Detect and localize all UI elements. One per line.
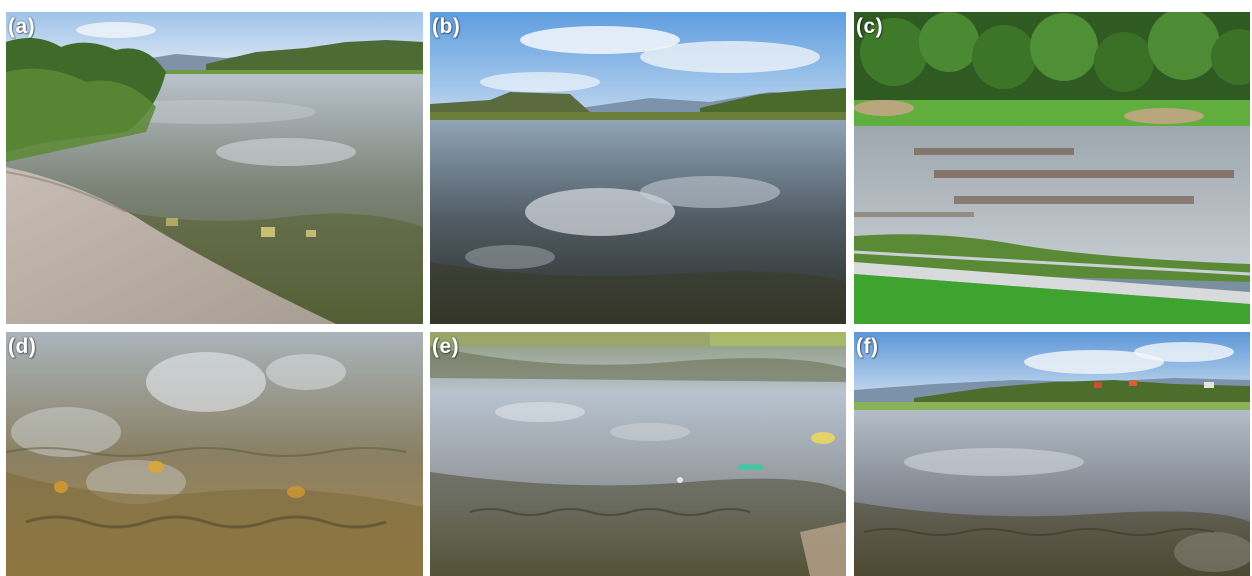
panel-c-illustration xyxy=(854,12,1250,324)
panel-b-illustration xyxy=(430,12,846,324)
panel-e-illustration xyxy=(430,332,846,576)
panel-c-photo: (c) xyxy=(854,12,1250,324)
panel-label: (c) xyxy=(856,15,884,38)
panel-label: (f) xyxy=(856,335,879,358)
panel-label: (e) xyxy=(432,335,460,358)
panel-label: (d) xyxy=(8,335,37,358)
panel-a-photo: (a) xyxy=(6,12,423,324)
panel-b-photo: (b) xyxy=(430,12,846,324)
panel-d-illustration xyxy=(6,332,423,576)
panel-e-photo: (e) xyxy=(430,332,846,576)
panel-a-illustration xyxy=(6,12,423,324)
panel-label: (a) xyxy=(8,15,36,38)
panel-f-photo: (f) xyxy=(854,332,1250,576)
panel-label: (b) xyxy=(432,15,461,38)
panel-f-illustration xyxy=(854,332,1250,576)
panel-d-photo: (d) xyxy=(6,332,423,576)
